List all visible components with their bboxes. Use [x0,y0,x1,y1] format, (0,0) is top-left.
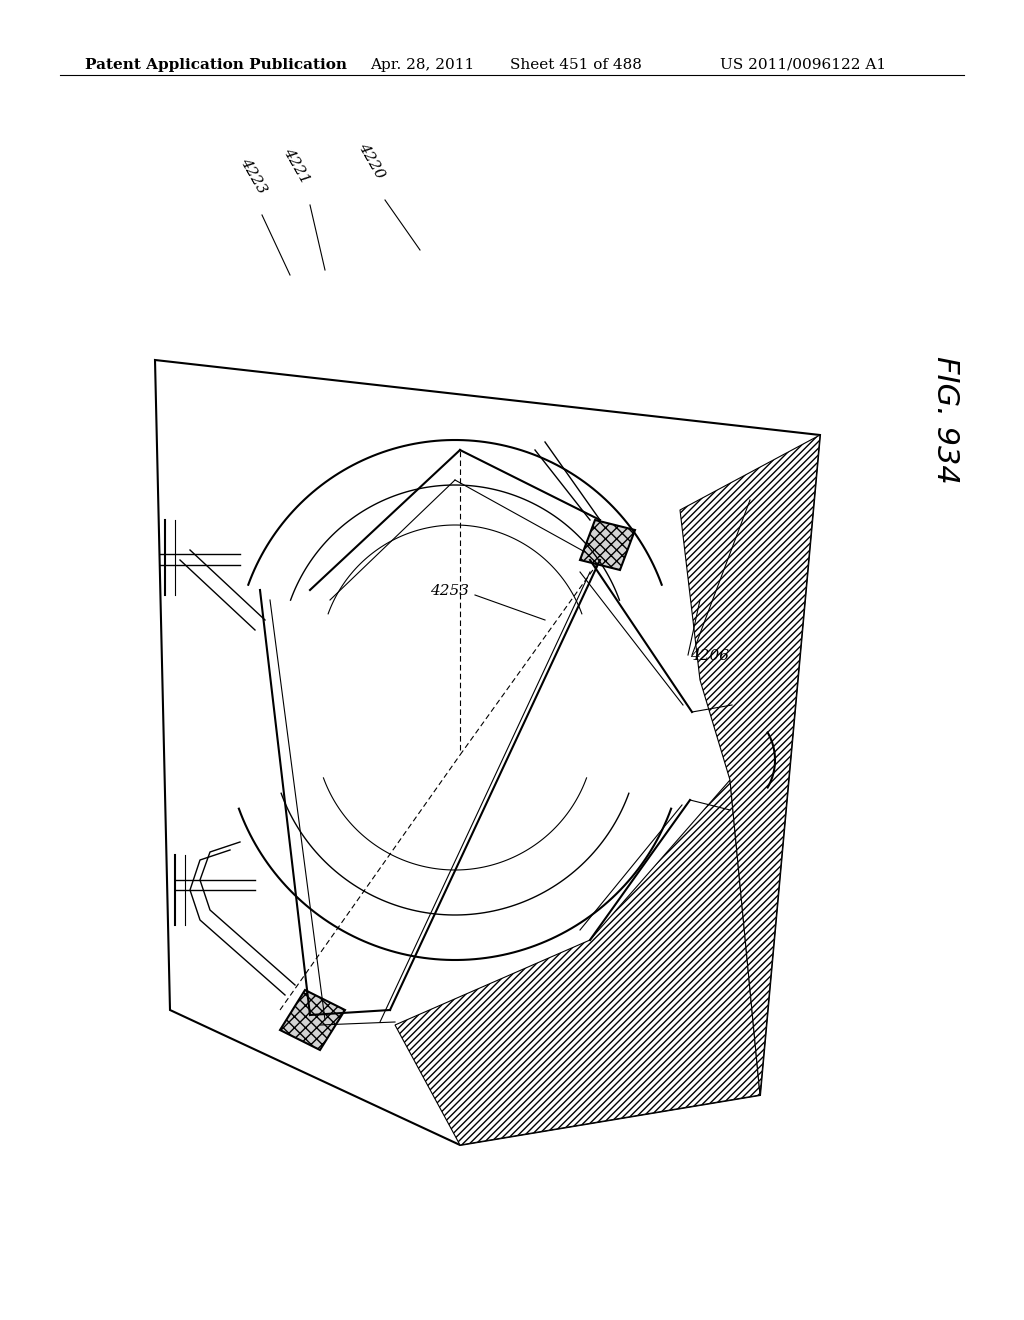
Polygon shape [395,780,760,1144]
Text: FIG. 934: FIG. 934 [931,356,961,484]
Text: 4206: 4206 [690,649,729,663]
Polygon shape [680,436,820,1096]
Text: Patent Application Publication: Patent Application Publication [85,58,347,73]
Text: 4221: 4221 [280,145,311,186]
Text: Sheet 451 of 488: Sheet 451 of 488 [510,58,642,73]
Text: 4253: 4253 [430,583,469,598]
Polygon shape [580,520,635,570]
Text: 4223: 4223 [237,156,268,195]
Text: US 2011/0096122 A1: US 2011/0096122 A1 [720,58,886,73]
Text: Apr. 28, 2011: Apr. 28, 2011 [370,58,474,73]
Text: 4220: 4220 [355,140,387,181]
Polygon shape [280,990,345,1049]
